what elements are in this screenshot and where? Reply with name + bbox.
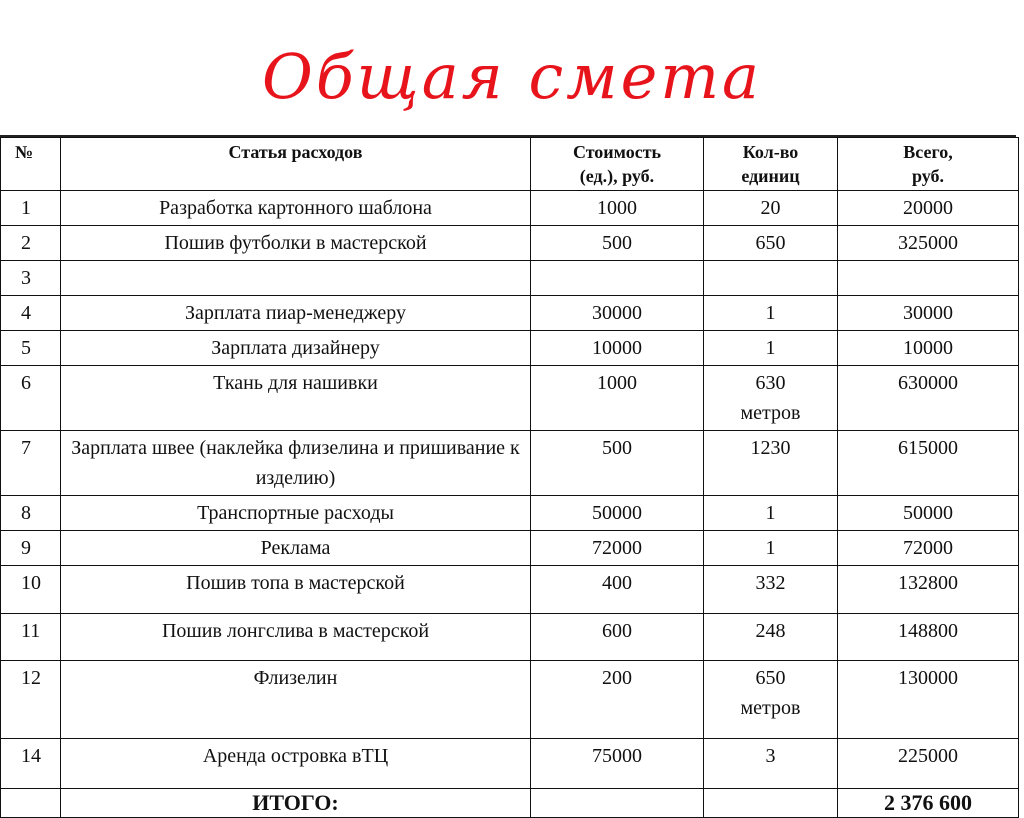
row-price: 200 <box>530 660 704 739</box>
row-item: Флизелин <box>60 660 531 739</box>
row-qty: 1 <box>703 530 838 566</box>
row-total <box>837 260 1019 296</box>
row-qty: 3 <box>703 738 838 789</box>
row-qty: 1230 <box>703 430 838 496</box>
row-item: Пошив футболки в мастерской <box>60 225 531 261</box>
row-price: 500 <box>530 430 704 496</box>
row-number: 8 <box>0 495 61 531</box>
row-qty: 1 <box>703 495 838 531</box>
header-price: Стоимость (ед.), руб. <box>530 137 704 191</box>
total-label: ИТОГО: <box>60 788 531 818</box>
row-number: 4 <box>0 295 61 331</box>
table-row: 6 Ткань для нашивки 1000 630 метров 630000 <box>0 365 1019 431</box>
table-row: 1 Разработка картонного шаблона 1000 20 2000… <box>0 190 1019 226</box>
total-value: 2 376 600 <box>837 788 1019 818</box>
row-price: 50000 <box>530 495 704 531</box>
row-total: 615000 <box>837 430 1019 496</box>
row-total: 20000 <box>837 190 1019 226</box>
empty-cell <box>0 788 61 818</box>
row-price: 1000 <box>530 365 704 431</box>
row-item: Реклама <box>60 530 531 566</box>
row-number: 7 <box>0 430 61 496</box>
row-total: 30000 <box>837 295 1019 331</box>
header-item: Статья расходов <box>60 137 531 191</box>
row-item: Зарплата пиар-менеджеру <box>60 295 531 331</box>
row-qty: 1 <box>703 330 838 366</box>
row-price: 30000 <box>530 295 704 331</box>
row-number: 3 <box>0 260 61 296</box>
row-item: Зарплата дизайнеру <box>60 330 531 366</box>
row-total: 148800 <box>837 613 1019 661</box>
table-row: 12 Флизелин 200 650 метров 130000 <box>0 660 1019 739</box>
empty-cell <box>530 788 704 818</box>
row-item: Зарплата швее (наклейка флизелина и приш… <box>60 430 531 496</box>
table-header-row: № Статья расходов Стоимость (ед.), руб. … <box>0 137 1019 191</box>
estimate-table: № Статья расходов Стоимость (ед.), руб. … <box>0 137 1019 818</box>
row-total: 225000 <box>837 738 1019 789</box>
row-number: 10 <box>0 565 61 614</box>
row-qty: 650 метров <box>703 660 838 739</box>
row-total: 10000 <box>837 330 1019 366</box>
row-qty: 20 <box>703 190 838 226</box>
row-qty: 248 <box>703 613 838 661</box>
row-qty: 1 <box>703 295 838 331</box>
row-item <box>60 260 531 296</box>
row-total: 325000 <box>837 225 1019 261</box>
row-qty <box>703 260 838 296</box>
row-item: Транспортные расходы <box>60 495 531 531</box>
table-row: 5 Зарплата дизайнеру 10000 1 10000 <box>0 330 1019 366</box>
row-total: 132800 <box>837 565 1019 614</box>
header-total: Всего, руб. <box>837 137 1019 191</box>
row-item: Ткань для нашивки <box>60 365 531 431</box>
slide-title: Общая смета <box>261 40 763 113</box>
row-total: 50000 <box>837 495 1019 531</box>
total-row: ИТОГО: 2 376 600 <box>0 788 1019 818</box>
row-number: 14 <box>0 738 61 789</box>
table-row: 9 Реклама 72000 1 72000 <box>0 530 1019 566</box>
row-price: 1000 <box>530 190 704 226</box>
table-row: 7 Зарплата швее (наклейка флизелина и при… <box>0 430 1019 496</box>
empty-cell <box>703 788 838 818</box>
row-total: 130000 <box>837 660 1019 739</box>
table-row: 11 Пошив лонгслива в мастерской 600 248 1488… <box>0 613 1019 661</box>
row-number: 5 <box>0 330 61 366</box>
table-row: 8 Транспортные расходы 50000 1 50000 <box>0 495 1019 531</box>
row-qty: 630 метров <box>703 365 838 431</box>
row-total: 630000 <box>837 365 1019 431</box>
row-price: 500 <box>530 225 704 261</box>
table-row: 3 <box>0 260 1019 296</box>
row-price: 600 <box>530 613 704 661</box>
row-price: 75000 <box>530 738 704 789</box>
table-row: 14 Аренда островка вТЦ 75000 3 225000 <box>0 738 1019 789</box>
row-price: 72000 <box>530 530 704 566</box>
table-row: 2 Пошив футболки в мастерской 500 650 325000 <box>0 225 1019 261</box>
row-number: 2 <box>0 225 61 261</box>
table-row: 10 Пошив топа в мастерской 400 332 132800 <box>0 565 1019 614</box>
row-price <box>530 260 704 296</box>
row-item: Пошив топа в мастерской <box>60 565 531 614</box>
row-total: 72000 <box>837 530 1019 566</box>
row-number: 11 <box>0 613 61 661</box>
row-qty: 332 <box>703 565 838 614</box>
row-number: 1 <box>0 190 61 226</box>
row-item: Пошив лонгслива в мастерской <box>60 613 531 661</box>
row-qty: 650 <box>703 225 838 261</box>
row-number: 9 <box>0 530 61 566</box>
divider <box>0 135 1016 138</box>
row-number: 6 <box>0 365 61 431</box>
row-item: Аренда островка вТЦ <box>60 738 531 789</box>
table-row: 4 Зарплата пиар-менеджеру 30000 1 30000 <box>0 295 1019 331</box>
row-price: 400 <box>530 565 704 614</box>
header-qty: Кол-во единиц <box>703 137 838 191</box>
row-item: Разработка картонного шаблона <box>60 190 531 226</box>
row-number: 12 <box>0 660 61 739</box>
row-price: 10000 <box>530 330 704 366</box>
header-no: № <box>0 137 61 191</box>
